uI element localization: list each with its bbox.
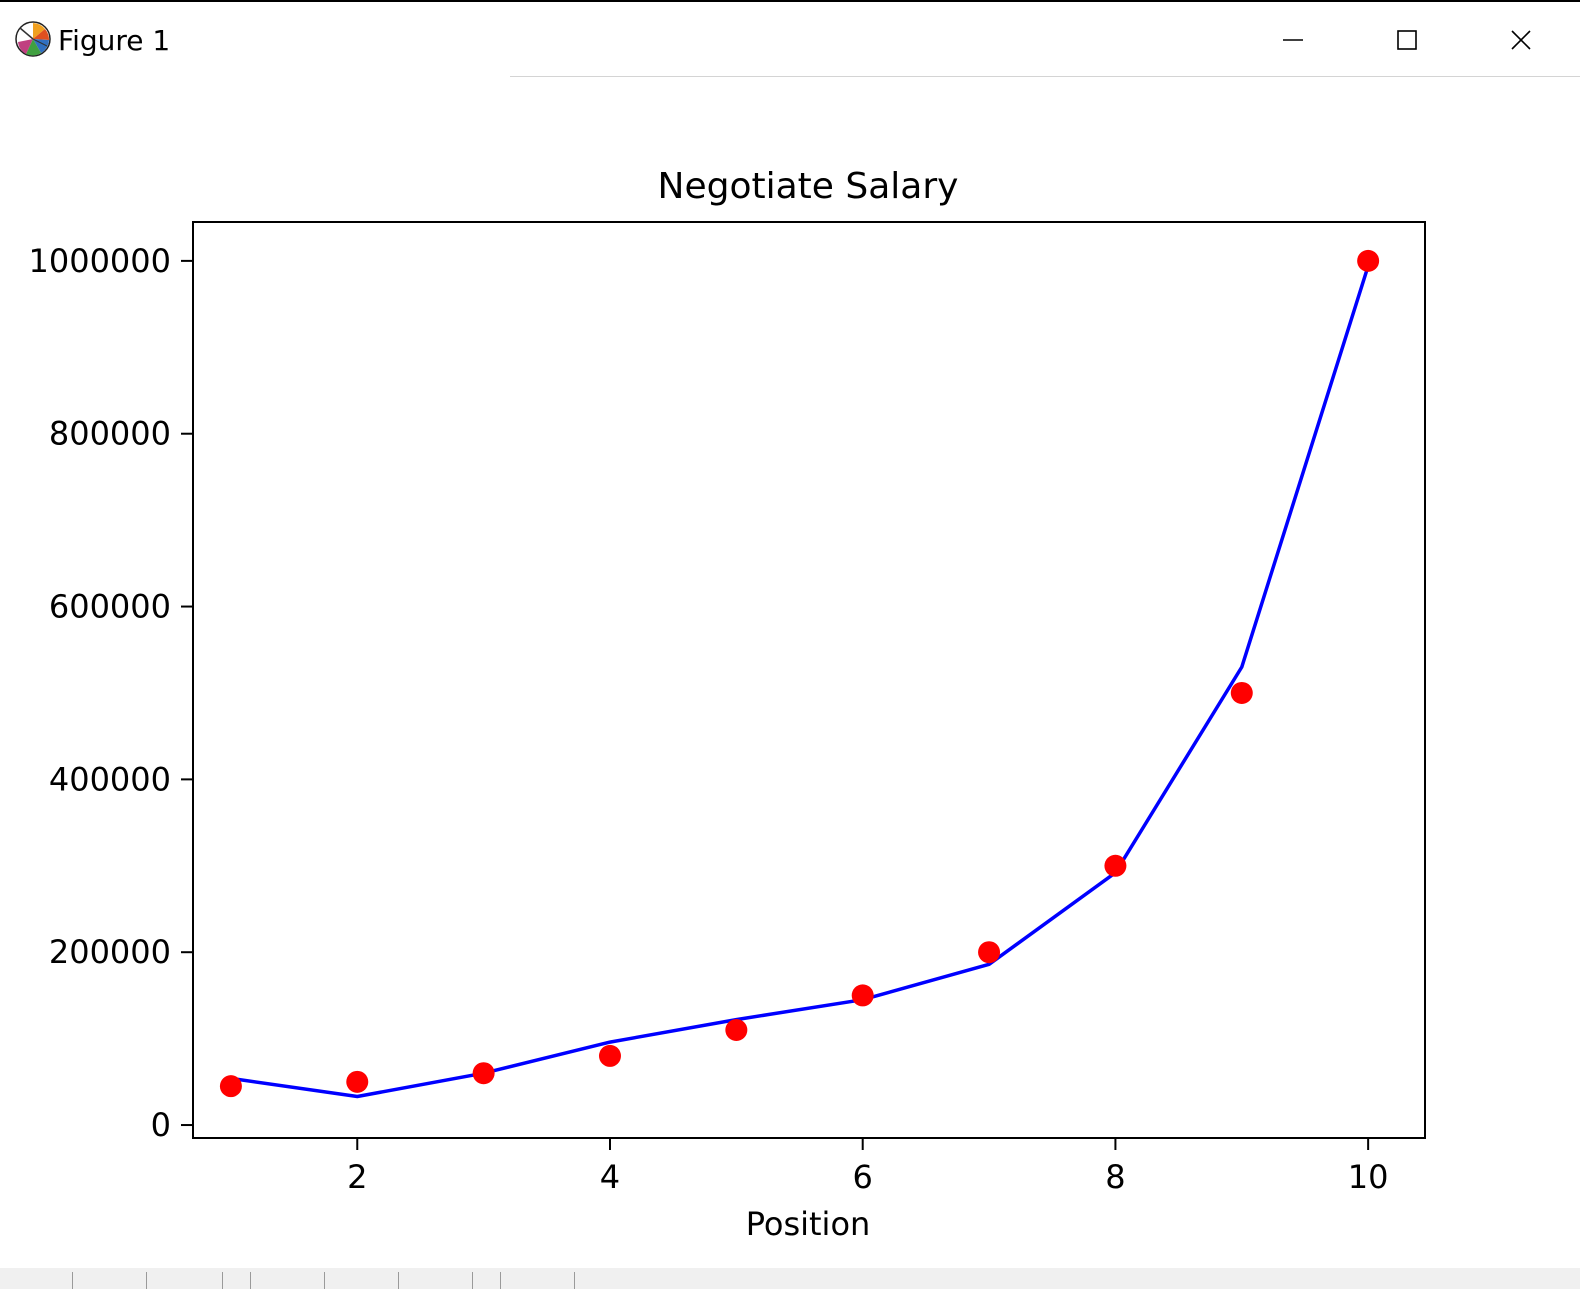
- x-tick-label: 8: [1105, 1158, 1125, 1196]
- minimize-button[interactable]: [1236, 8, 1350, 72]
- data-point: [978, 941, 1001, 964]
- window-title: Figure 1: [58, 24, 171, 57]
- data-point: [1104, 854, 1127, 877]
- chart-title: Negotiate Salary: [658, 166, 959, 207]
- y-tick-label: 0: [151, 1106, 171, 1144]
- data-point: [472, 1062, 495, 1085]
- y-tick-label: 200000: [49, 933, 171, 971]
- x-tick-label: 4: [600, 1158, 620, 1196]
- toolbar-divider: [500, 1272, 501, 1289]
- toolbar-divider: [146, 1272, 147, 1289]
- toolbar-divider: [250, 1272, 251, 1289]
- title-bar[interactable]: Figure 1: [0, 2, 1580, 78]
- data-point: [725, 1018, 748, 1041]
- maximize-button[interactable]: [1350, 8, 1464, 72]
- toolbar-divider: [472, 1272, 473, 1289]
- matplotlib-icon: [15, 21, 51, 57]
- regression-line-path: [230, 265, 1370, 1099]
- toolbar-divider: [398, 1272, 399, 1289]
- y-tick-label: 600000: [49, 588, 171, 626]
- toolbar-divider: [574, 1272, 575, 1289]
- x-tick-label: 2: [347, 1158, 367, 1196]
- data-point: [219, 1075, 242, 1098]
- data-point: [851, 984, 874, 1007]
- close-icon: [1511, 30, 1531, 50]
- toolbar-divider: [324, 1272, 325, 1289]
- y-tick-label: 800000: [49, 415, 171, 453]
- window-top-border: [0, 0, 1580, 2]
- y-axis: 0 200000 400000 600000 800000 1000000: [28, 242, 193, 1144]
- data-point: [346, 1070, 369, 1093]
- data-points: [219, 249, 1380, 1098]
- x-axis-label: Position: [746, 1205, 871, 1243]
- toolbar-divider: [222, 1272, 223, 1289]
- maximize-icon: [1397, 30, 1417, 50]
- minimize-icon: [1283, 39, 1303, 41]
- data-point: [1230, 681, 1253, 704]
- x-tick-label: 6: [853, 1158, 873, 1196]
- regression-line: [230, 265, 1370, 1099]
- y-tick-label: 400000: [49, 760, 171, 798]
- x-tick-label: 10: [1348, 1158, 1389, 1196]
- navigation-toolbar-strip: [0, 1268, 1580, 1289]
- data-point: [598, 1044, 621, 1067]
- y-tick-label: 1000000: [28, 242, 171, 280]
- toolbar-divider: [72, 1272, 73, 1289]
- toolbar-separator: [510, 76, 1580, 77]
- plot-frame: [192, 221, 1426, 1139]
- close-button[interactable]: [1464, 8, 1578, 72]
- x-axis: 2 4 6 8 10: [347, 1138, 1388, 1196]
- data-point: [1357, 249, 1380, 272]
